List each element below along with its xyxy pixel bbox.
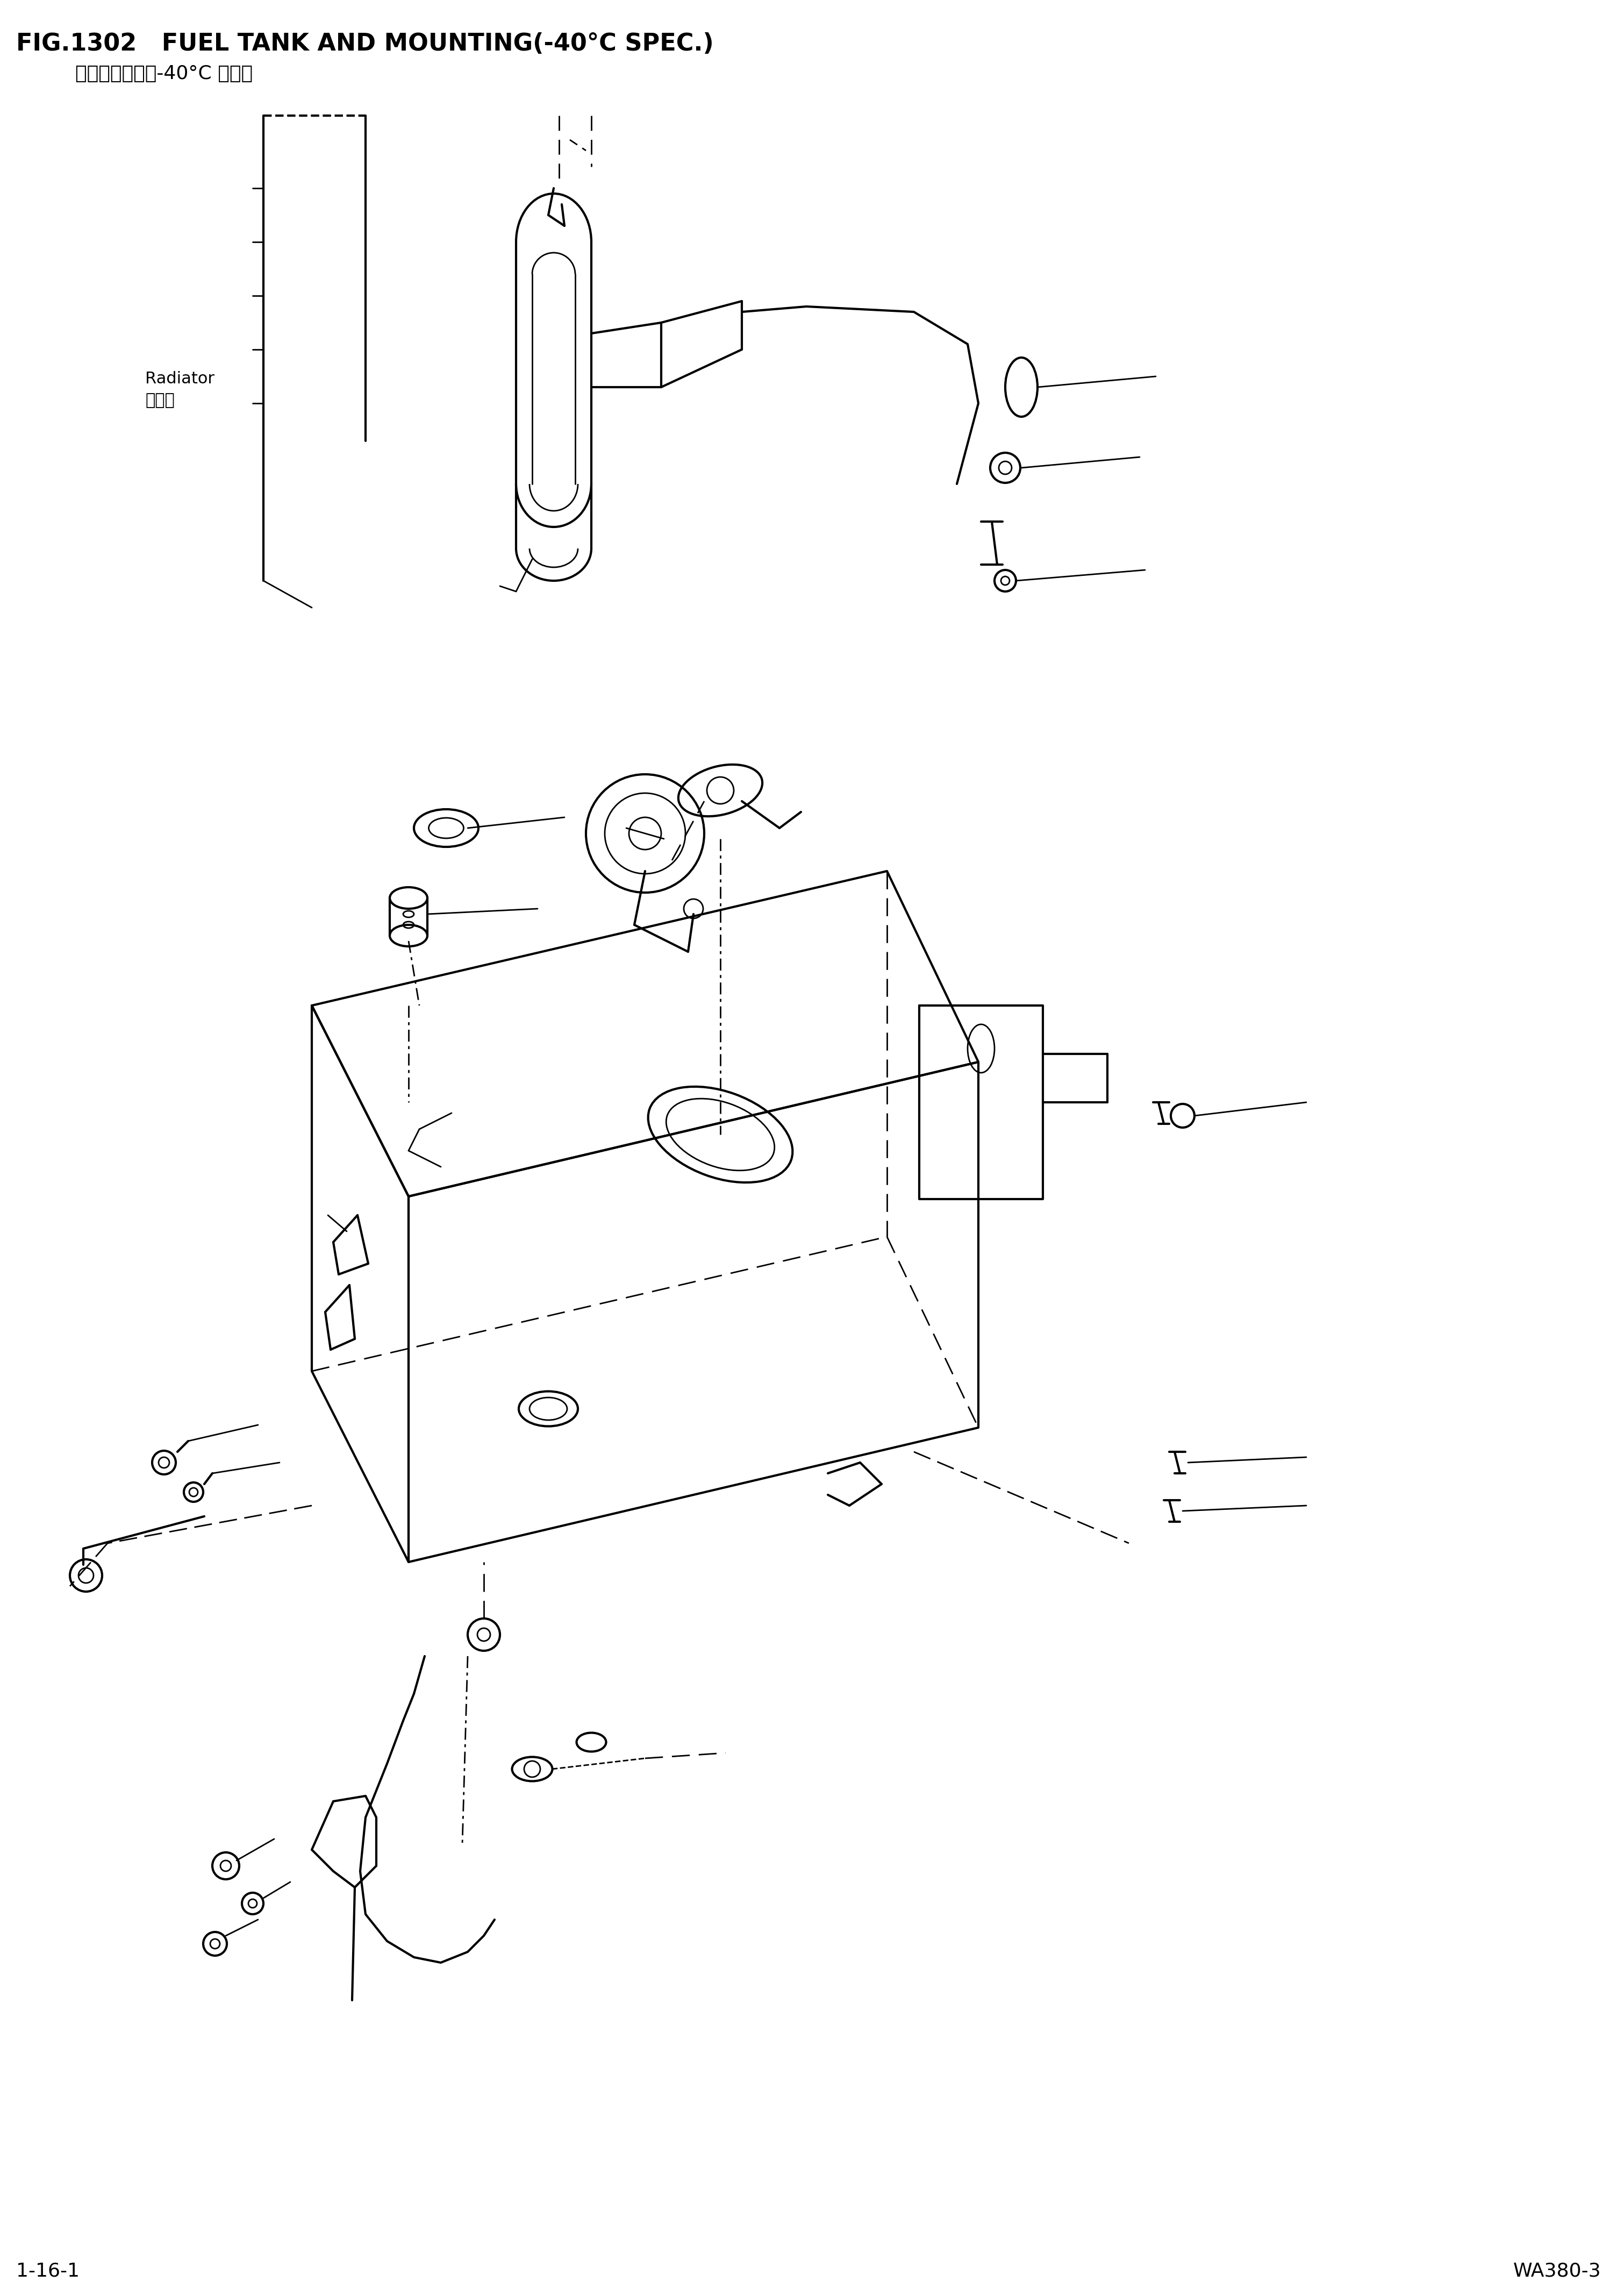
Text: FIG.1302   FUEL TANK AND MOUNTING(-40°C SPEC.): FIG.1302 FUEL TANK AND MOUNTING(-40°C SP… [16,32,713,55]
Text: 燃油筱及安装（-40°C 仕样）: 燃油筱及安装（-40°C 仕样） [76,64,252,83]
Text: 散热器: 散热器 [146,393,175,409]
Text: 1-16-1: 1-16-1 [16,2262,79,2280]
Text: WA380-3: WA380-3 [1514,2262,1601,2280]
Text: Radiator: Radiator [146,372,215,386]
